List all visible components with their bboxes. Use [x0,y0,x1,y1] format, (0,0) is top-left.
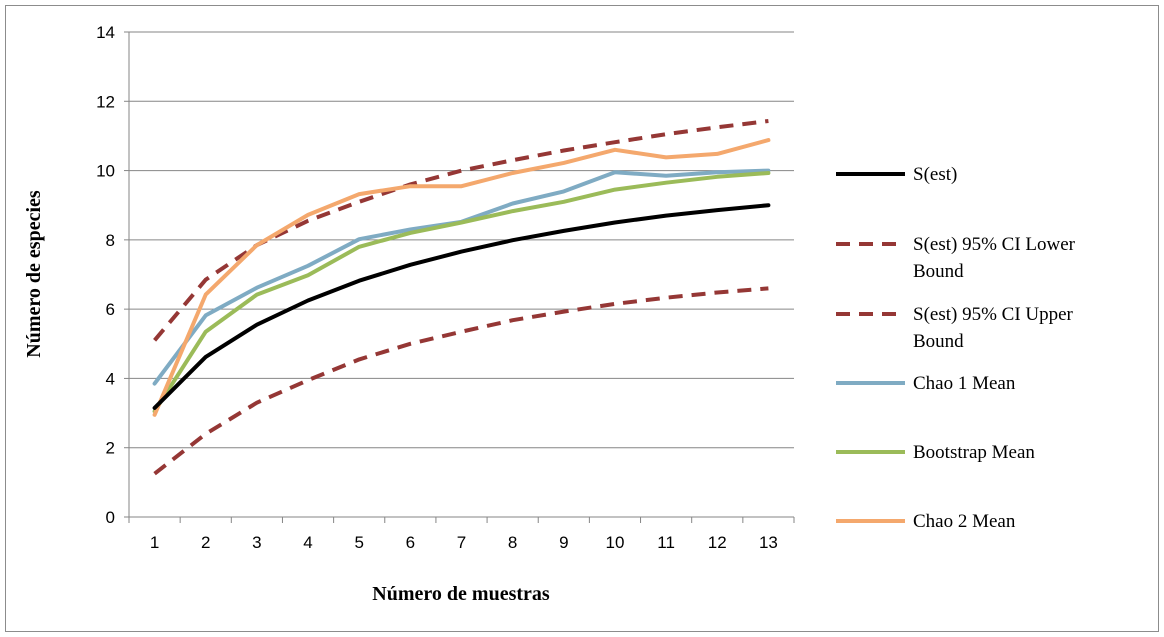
series-line-chao-2-mean [152,138,771,417]
legend-label: S(est) 95% CI Lower Bound [913,234,1076,282]
legend-label: S(est) 95% CI Upper Bound [913,304,1074,352]
x-tick-label: 12 [708,533,727,552]
legend-label: Chao 1 Mean [913,373,1016,394]
x-axis-title: Número de muestras [372,583,550,605]
x-tick-label: 11 [657,533,675,552]
x-tick-label: 4 [303,533,312,552]
legend-label: Bootstrap Mean [913,442,1035,463]
y-tick-label: 6 [106,300,115,319]
legend-label: Chao 2 Mean [913,511,1016,532]
x-tick-label: 2 [201,533,210,552]
x-tick-label: 7 [457,533,466,552]
legend: S(est) S(est) 95% CI Lower Bound S(est) 95%… [836,164,1076,532]
y-tick-label: 12 [96,92,115,111]
x-tick-label: 5 [354,533,363,552]
series-line-bootstrap-mean [152,171,771,414]
x-ticks: 1 2 3 4 5 6 7 8 9 10 11 12 13 [128,517,795,552]
series-line-s-est-95-ci-lower-bound [153,119,769,342]
y-tick-label: 0 [106,508,115,527]
x-tick-label: 3 [252,533,261,552]
x-tick-label: 6 [406,533,415,552]
y-axis-title: Número de especies [23,190,45,358]
y-ticks: 0 2 4 6 8 10 12 14 [96,23,129,527]
x-tick-label: 8 [508,533,517,552]
gridlines [129,31,794,449]
y-tick-label: 8 [106,231,115,250]
legend-label: S(est) [913,164,957,185]
y-tick-label: 14 [96,23,115,42]
series-line-chao-1-mean [152,168,771,386]
series-lines [152,119,771,476]
x-tick-label: 1 [150,533,159,552]
x-tick-label: 13 [759,533,778,552]
axes [128,32,794,518]
y-tick-label: 10 [96,162,115,181]
series-line-s-est [152,203,771,410]
x-tick-label: 9 [559,533,568,552]
series-line-s-est-95-ci-upper-bound [153,286,769,476]
x-tick-label: 10 [606,533,625,552]
y-tick-label: 4 [106,369,115,388]
y-tick-label: 2 [106,439,115,458]
